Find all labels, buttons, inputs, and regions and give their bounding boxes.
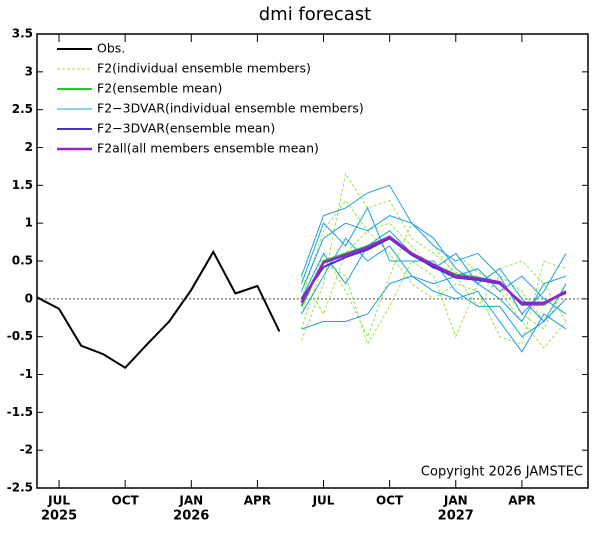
- legend-label: F2(individual ensemble members): [97, 61, 311, 76]
- x-year-label: 2026: [173, 509, 209, 524]
- x-tick-label: JUL: [47, 494, 70, 508]
- x-tick-label: OCT: [112, 494, 140, 508]
- series-line: [300, 235, 567, 307]
- legend-label: F2−3DVAR(ensemble mean): [97, 121, 275, 136]
- legend-label: F2−3DVAR(individual ensemble members): [97, 101, 364, 116]
- x-tick-label: JAN: [443, 494, 468, 508]
- x-tick-label: OCT: [376, 494, 404, 508]
- member-line: [301, 260, 567, 346]
- series-line: [36, 249, 281, 369]
- y-tick-label: 3.5: [12, 27, 33, 41]
- member-line: [301, 215, 567, 323]
- legend-label: Obs.: [97, 41, 125, 56]
- member-line: [301, 184, 567, 315]
- x-tick-label: JAN: [178, 494, 203, 508]
- member-line: [301, 206, 567, 338]
- member-line: [301, 275, 567, 353]
- x-tick-label: APR: [508, 494, 535, 508]
- y-tick-label: -2.5: [7, 481, 33, 495]
- member-line: [301, 230, 567, 323]
- y-tick-label: 2: [25, 140, 33, 154]
- y-tick-label: 3: [25, 64, 33, 78]
- y-tick-label: -1: [20, 367, 33, 381]
- y-tick-label: -1.5: [7, 405, 33, 419]
- y-tick-label: 2.5: [12, 102, 33, 116]
- series-line: [300, 237, 567, 304]
- y-tick-label: 1: [25, 216, 33, 230]
- member-line: [301, 229, 567, 345]
- y-tick-label: 1.5: [12, 178, 33, 192]
- y-tick-label: 0: [25, 291, 33, 305]
- x-year-label: 2025: [41, 509, 77, 524]
- x-tick-label: JUL: [312, 494, 335, 508]
- y-tick-label: -0.5: [7, 329, 33, 343]
- x-year-label: 2027: [438, 509, 474, 524]
- legend-label: F2all(all members ensemble mean): [97, 141, 319, 156]
- member-line: [301, 237, 567, 315]
- annotation: Copyright 2026 JAMSTEC: [421, 465, 583, 480]
- y-tick-label: -2: [20, 443, 33, 457]
- chart-title: dmi forecast: [259, 4, 371, 25]
- legend-label: F2(ensemble mean): [97, 81, 222, 96]
- series-line: [300, 235, 567, 306]
- x-tick-label: APR: [244, 494, 271, 508]
- y-tick-label: 0.5: [12, 254, 33, 268]
- plot-border: [36, 33, 589, 489]
